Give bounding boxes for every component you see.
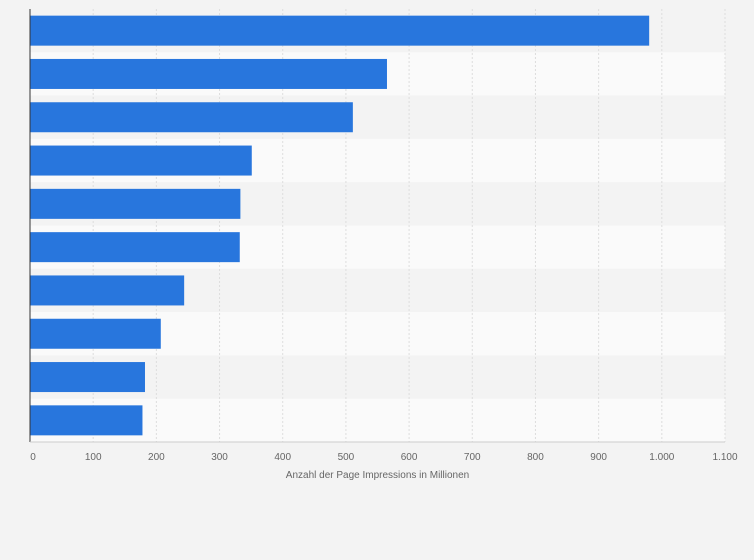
x-tick-label: 900: [590, 452, 607, 463]
x-tick-label: 0: [30, 452, 36, 463]
x-tick-label: 300: [211, 452, 228, 463]
x-tick-label: 500: [338, 452, 355, 463]
bar: [30, 232, 240, 263]
bar: [30, 318, 161, 349]
x-tick-label: 1.100: [712, 452, 737, 463]
x-tick-label: 200: [148, 452, 165, 463]
x-tick-label: 600: [401, 452, 418, 463]
bar: [30, 405, 143, 436]
row-band: [30, 398, 725, 442]
x-tick-label: 100: [85, 452, 102, 463]
row-band: [30, 355, 725, 399]
x-axis-title: Anzahl der Page Impressions in Millionen: [286, 470, 469, 481]
x-tick-label: 400: [274, 452, 291, 463]
bar: [30, 188, 241, 219]
bar: [30, 15, 650, 46]
x-tick-label: 1.000: [649, 452, 674, 463]
bar: [30, 362, 145, 393]
bar: [30, 58, 387, 89]
bar: [30, 102, 353, 133]
axes: [29, 9, 725, 443]
bars: [30, 15, 650, 436]
x-tick-label: 700: [464, 452, 481, 463]
bar: [30, 145, 252, 176]
x-tick-labels: 0 100 200 300 400 500 600 700 800 900 1.000 1.100: [30, 452, 738, 463]
x-tick-label: 800: [527, 452, 544, 463]
bar: [30, 275, 185, 306]
